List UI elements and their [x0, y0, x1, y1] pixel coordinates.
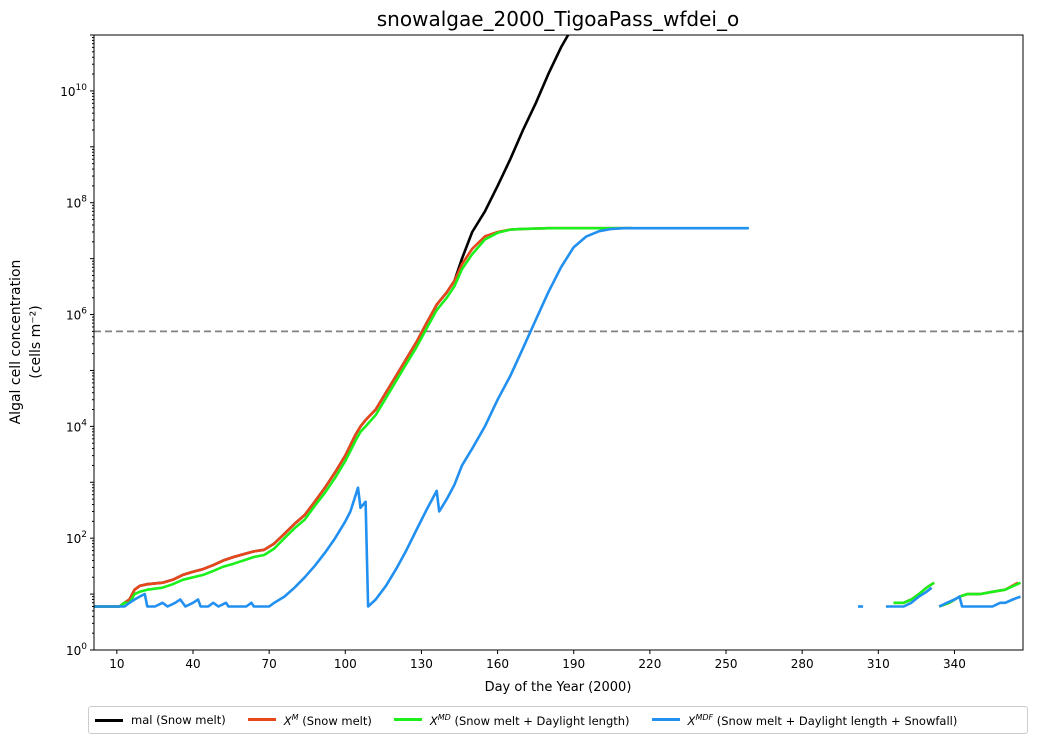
x-tick-label-10: 10	[109, 657, 124, 671]
series-line-xmdf-seg0	[94, 226, 749, 608]
y-tick-label-6: 106	[66, 307, 87, 323]
y-tick-label-8: 108	[66, 195, 87, 211]
legend-swatch-xmdf	[651, 718, 680, 722]
legend: mal (Snow melt) XM (Snow melt) XMD (Snow m…	[88, 706, 1028, 734]
series-line-xm-seg0	[94, 226, 633, 608]
series-line-xmd-seg1	[893, 581, 935, 605]
x-axis-label: Day of the Year (2000)	[485, 680, 632, 695]
y-tick-label-0: 100	[66, 642, 87, 658]
y-axis-label-line2: (cells m⁻²)	[28, 305, 44, 378]
x-tick-label-100: 100	[334, 657, 357, 671]
x-tick-label-220: 220	[638, 657, 661, 671]
x-tick-label-40: 40	[185, 657, 200, 671]
series-line-mal-seg0	[94, 35, 570, 608]
legend-entry-mal: mal (Snow melt)	[95, 713, 226, 727]
x-tick-label-340: 340	[943, 657, 966, 671]
x-tick-label-160: 160	[486, 657, 509, 671]
y-axis-label-line1: Algal cell concentration	[8, 260, 24, 425]
series-group	[94, 35, 1022, 608]
legend-swatch-mal	[95, 718, 123, 722]
legend-label-xmd: XMD (Snow melt + Daylight length)	[429, 712, 630, 728]
series-line-xmd-seg0	[94, 226, 633, 608]
y-tick-label-10: 1010	[60, 83, 87, 99]
x-tick-label-310: 310	[867, 657, 890, 671]
series-line-xmdf-seg3	[938, 595, 1021, 608]
legend-swatch-xm	[247, 718, 276, 722]
x-tick-label-190: 190	[562, 657, 585, 671]
y-tick-label-4: 104	[66, 418, 87, 434]
legend-entry-xmdf: XMDF (Snow melt + Daylight length + Snow…	[651, 712, 958, 728]
series-line-xmdf-seg2	[885, 586, 933, 608]
legend-label-mal: mal (Snow melt)	[131, 713, 226, 727]
y-tick-label-2: 102	[66, 530, 87, 546]
axes: 10 40 70 100 130 160 190 220 250 280 310 340 100 102 1…	[60, 34, 1024, 671]
x-tick-label-280: 280	[791, 657, 814, 671]
chart-title: snowalgae_2000_TigoaPass_wfdei_o	[377, 7, 739, 31]
x-tick-label-250: 250	[715, 657, 738, 671]
series-line-xmd-seg2	[938, 581, 1022, 608]
legend-label-xmdf: XMDF (Snow melt + Daylight length + Snow…	[687, 712, 958, 728]
x-tick-label-70: 70	[261, 657, 276, 671]
x-tick-label-130: 130	[410, 657, 433, 671]
legend-entry-xm: XM (Snow melt)	[247, 712, 372, 728]
legend-entry-xmd: XMD (Snow melt + Daylight length)	[393, 712, 630, 728]
legend-swatch-xmd	[393, 718, 422, 722]
legend-label-xm: XM (Snow melt)	[283, 712, 372, 728]
plot-frame	[93, 34, 1024, 651]
plot-area	[94, 35, 1023, 608]
